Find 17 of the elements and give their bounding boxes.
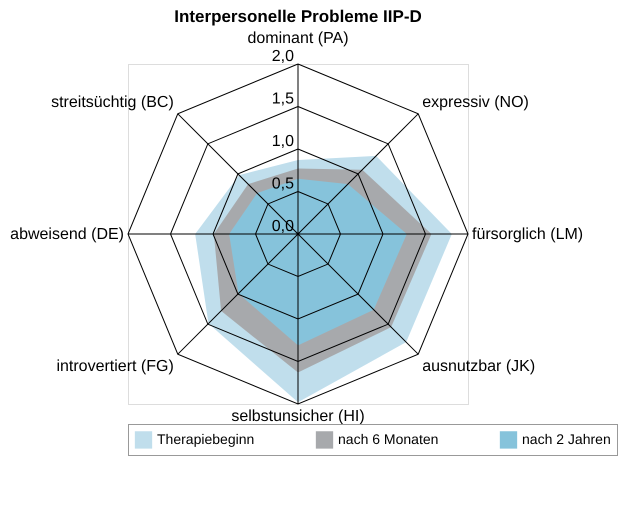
spoke-label: introvertiert (FG) <box>56 358 174 376</box>
legend-label: nach 2 Jahren <box>522 430 611 447</box>
chart-title: Interpersonelle Probleme IIP-D <box>174 7 422 26</box>
spoke-label: dominant (PA) <box>247 30 349 47</box>
spoke-label: abweisend (DE) <box>10 226 124 243</box>
spoke-label: expressiv (NO) <box>422 94 529 111</box>
legend-label: Therapiebeginn <box>157 430 254 447</box>
spoke-label: ausnutzbar (JK) <box>422 358 536 376</box>
y-tick-label: 0,5 <box>272 176 294 192</box>
y-tick-label: 1,5 <box>272 90 294 108</box>
y-tick-label: 0,0 <box>272 218 294 235</box>
spoke-label: selbstunsicher (HI) <box>231 408 365 425</box>
legend-label: nach 6 Monaten <box>338 430 438 447</box>
spoke-label: streitsüchtig (BC) <box>51 94 174 111</box>
spoke-label: fürsorglich (LM) <box>472 226 584 243</box>
y-tick-label: 2,0 <box>272 48 294 65</box>
y-tick-label: 1,0 <box>272 133 294 150</box>
